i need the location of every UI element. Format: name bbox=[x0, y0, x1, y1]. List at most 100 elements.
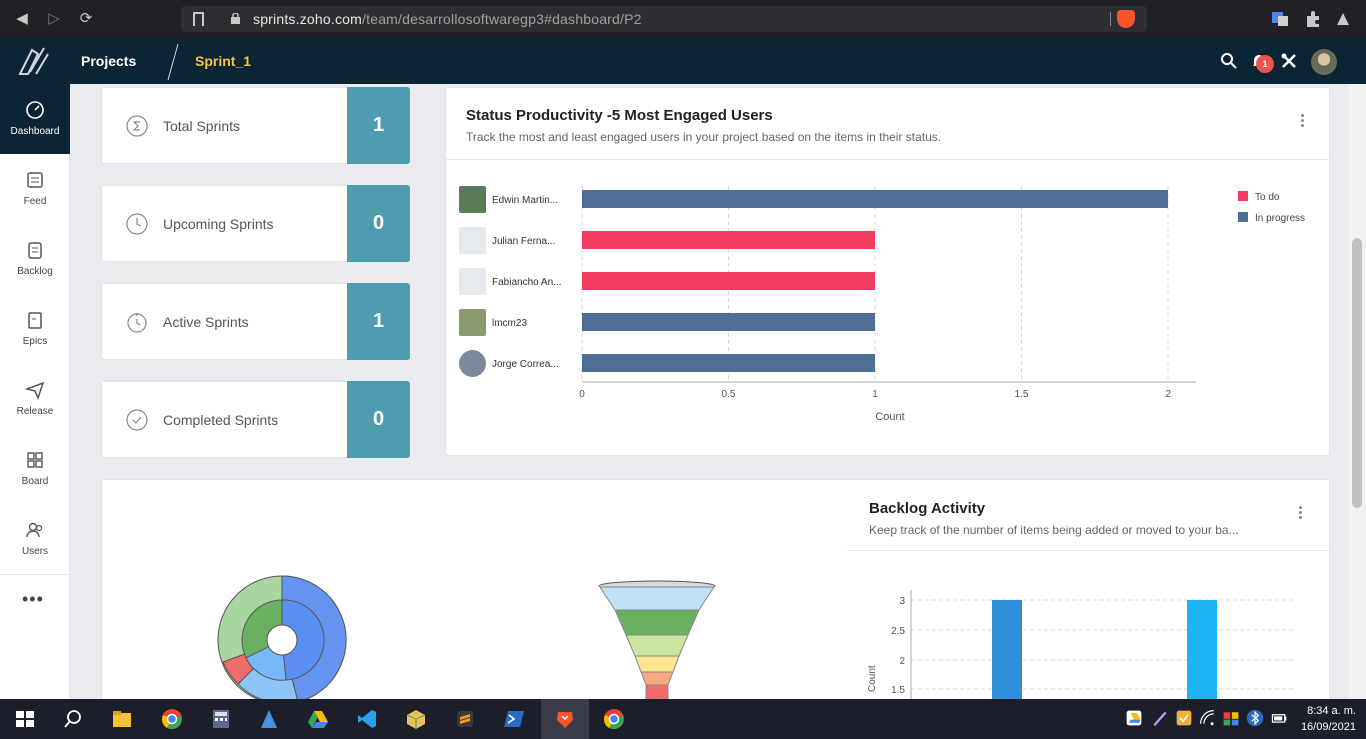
stat-card-active-sprints[interactable]: Active Sprints 1 bbox=[101, 283, 410, 360]
backlog-bar[interactable] bbox=[1187, 600, 1217, 699]
release-icon bbox=[25, 381, 45, 400]
sidebar-item-feed[interactable]: Feed bbox=[0, 154, 70, 224]
settings-tools-icon[interactable] bbox=[1280, 52, 1298, 70]
back-icon[interactable]: ◀ bbox=[16, 10, 28, 27]
panel-subtitle: Keep track of the number of items being … bbox=[869, 523, 1239, 537]
bar-in-progress[interactable] bbox=[582, 190, 1168, 208]
search-icon[interactable] bbox=[62, 708, 84, 730]
stat-card-completed-sprints[interactable]: Completed Sprints 0 bbox=[101, 381, 410, 458]
stopwatch-icon bbox=[127, 313, 147, 333]
bluetooth-icon[interactable] bbox=[1246, 709, 1264, 727]
url-text: sprints.zoho.com/team/desarrollosoftware… bbox=[253, 11, 642, 27]
legend-swatch bbox=[1238, 212, 1248, 222]
vscode-icon[interactable] bbox=[356, 708, 378, 730]
backlog-bar[interactable] bbox=[992, 600, 1022, 699]
epics-icon bbox=[28, 312, 42, 329]
notification-badge: 1 bbox=[1256, 55, 1274, 73]
y-category-label: lmcm23 bbox=[492, 318, 527, 329]
sprint-breadcrumb[interactable]: Sprint_1 bbox=[195, 53, 252, 69]
status-productivity-chart: 0 0.5 1 1.5 2 Count Edwin Martin... Julian Fern… bbox=[459, 186, 1305, 423]
x-tick-label: 2 bbox=[1165, 389, 1171, 400]
battery-icon[interactable] bbox=[1270, 709, 1288, 727]
sidebar-item-backlog[interactable]: Backlog bbox=[0, 224, 70, 294]
stat-label: Upcoming Sprints bbox=[163, 216, 274, 232]
stat-card-upcoming-sprints[interactable]: Upcoming Sprints 0 bbox=[101, 185, 410, 262]
bar-in-progress[interactable] bbox=[582, 313, 875, 331]
stat-value: 0 bbox=[347, 381, 410, 458]
y-category-label: Jorge Correa... bbox=[492, 359, 559, 370]
brave-browser-icon[interactable] bbox=[554, 708, 576, 730]
chrome-icon[interactable] bbox=[161, 708, 183, 730]
app-header: Projects Sprint_1 bbox=[0, 38, 1366, 84]
windows-start-icon[interactable] bbox=[14, 708, 36, 730]
y-tick-label: 2 bbox=[899, 656, 905, 667]
panel-menu-icon[interactable] bbox=[1301, 114, 1305, 129]
file-explorer-icon[interactable] bbox=[111, 708, 133, 730]
users-icon bbox=[26, 522, 43, 538]
x-tick-label: 0 bbox=[579, 389, 585, 400]
clock-time: 8:34 a. m. bbox=[1307, 705, 1356, 717]
backlog-icon bbox=[28, 242, 42, 259]
extensions-puzzle-icon[interactable] bbox=[1304, 10, 1322, 28]
sidebar-item-board[interactable]: Board bbox=[0, 434, 70, 504]
google-drive-icon[interactable] bbox=[307, 708, 329, 730]
legend-label[interactable]: To do bbox=[1255, 192, 1280, 203]
stat-card-total-sprints[interactable]: Total Sprints 1 bbox=[101, 87, 410, 164]
app-icon[interactable] bbox=[258, 708, 280, 730]
y-tick-label: 2.5 bbox=[891, 626, 905, 637]
y-tick-label: 1.5 bbox=[891, 685, 905, 696]
sigma-icon bbox=[126, 115, 148, 137]
bookmark-icon[interactable] bbox=[193, 12, 204, 26]
sidebar-item-label: Users bbox=[21, 546, 49, 557]
sidebar-item-release[interactable]: Release bbox=[0, 364, 70, 434]
user-avatar[interactable] bbox=[1311, 49, 1337, 75]
powershell-icon[interactable] bbox=[503, 708, 525, 730]
bar-in-progress[interactable] bbox=[582, 354, 875, 372]
clock-date: 16/09/2021 bbox=[1300, 721, 1356, 733]
zoho-sprints-logo-icon[interactable] bbox=[14, 44, 54, 78]
translate-extension-icon[interactable] bbox=[1271, 10, 1289, 28]
security-tray-icon[interactable] bbox=[1175, 709, 1193, 727]
legend-swatch bbox=[1238, 191, 1248, 201]
search-icon[interactable] bbox=[1220, 52, 1238, 70]
sublime-text-icon[interactable] bbox=[454, 708, 476, 730]
sidebar-item-dashboard[interactable]: Dashboard bbox=[0, 84, 70, 154]
legend-label[interactable]: In progress bbox=[1255, 213, 1305, 224]
stat-value: 1 bbox=[347, 87, 410, 164]
bar-to-do[interactable] bbox=[582, 272, 875, 290]
wifi-icon[interactable] bbox=[1199, 709, 1217, 727]
brave-shield-icon[interactable] bbox=[1117, 10, 1135, 28]
photos-tray-icon[interactable] bbox=[1222, 709, 1240, 727]
y-tick-label: 3 bbox=[899, 596, 905, 607]
sidebar-divider bbox=[0, 574, 70, 575]
user-avatar bbox=[459, 227, 486, 254]
browser-menu-icon[interactable] bbox=[1334, 10, 1352, 28]
more-menu-icon[interactable]: ••• bbox=[22, 589, 44, 609]
pen-tray-icon[interactable] bbox=[1151, 709, 1169, 727]
stat-value: 1 bbox=[347, 283, 410, 360]
panel-subtitle: Track the most and least engaged users i… bbox=[466, 130, 942, 144]
calculator-icon[interactable] bbox=[210, 708, 232, 730]
stat-label: Completed Sprints bbox=[163, 412, 279, 428]
browser-toolbar: ◀ ▷ ⟳ sprints.zoho.com/team/desarrolloso… bbox=[0, 0, 1366, 38]
breadcrumb-separator bbox=[167, 43, 179, 81]
sidebar-item-users[interactable]: Users bbox=[0, 504, 70, 574]
user-avatar bbox=[459, 309, 486, 336]
user-avatar bbox=[459, 350, 486, 377]
address-bar[interactable]: sprints.zoho.com/team/desarrollosoftware… bbox=[181, 6, 1147, 32]
sidebar-item-epics[interactable]: Epics bbox=[0, 294, 70, 364]
system-clock[interactable]: 8:34 a. m. 16/09/2021 bbox=[1301, 703, 1356, 735]
chrome-icon[interactable] bbox=[603, 708, 625, 730]
projects-link[interactable]: Projects bbox=[81, 53, 137, 69]
bar-to-do[interactable] bbox=[582, 231, 875, 249]
box-app-icon[interactable] bbox=[405, 708, 427, 730]
check-circle-icon bbox=[126, 409, 148, 431]
panel-title: Backlog Activity bbox=[869, 500, 986, 517]
google-drive-tray-icon[interactable] bbox=[1125, 709, 1143, 727]
sidebar-item-label: Release bbox=[16, 406, 54, 417]
reload-icon[interactable]: ⟳ bbox=[79, 10, 93, 27]
y-category-label: Fabiancho An... bbox=[492, 277, 562, 288]
panel-menu-icon[interactable] bbox=[1299, 506, 1303, 521]
page-scrollbar-thumb[interactable] bbox=[1352, 238, 1362, 508]
forward-icon[interactable]: ▷ bbox=[48, 10, 60, 27]
